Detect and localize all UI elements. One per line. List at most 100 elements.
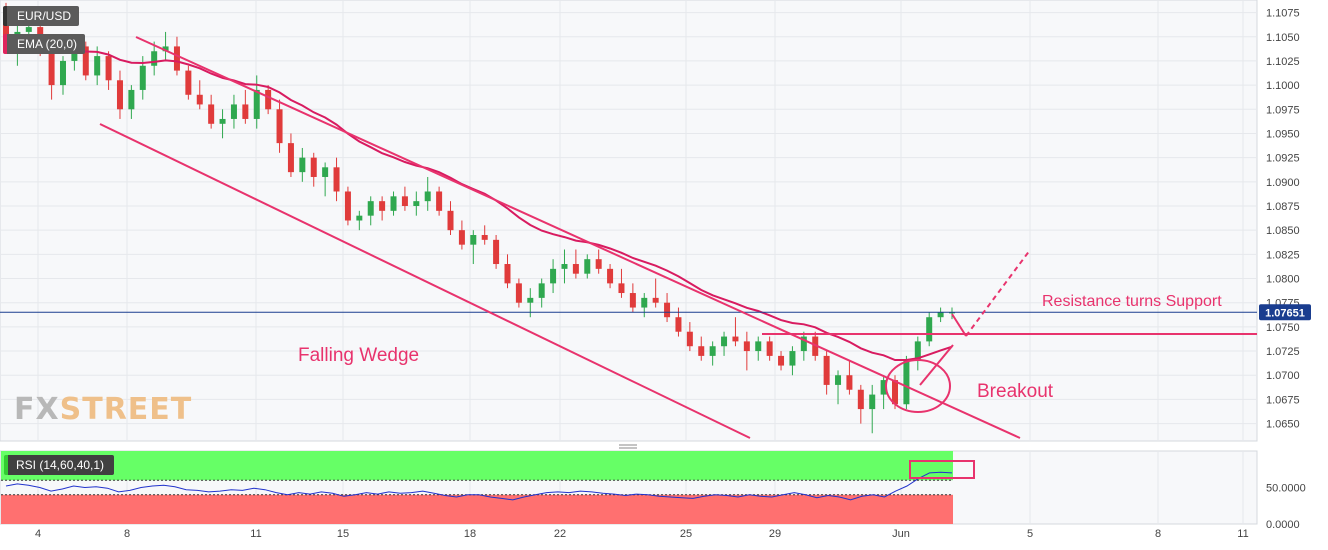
candle-body bbox=[493, 239, 500, 265]
candle-body bbox=[265, 89, 272, 110]
candle-body bbox=[333, 167, 340, 192]
candle-body bbox=[287, 143, 294, 173]
candle-body bbox=[25, 27, 32, 32]
rsi-overbought-zone bbox=[1, 451, 953, 481]
breakout-arrow bbox=[919, 344, 954, 386]
candle-body bbox=[390, 196, 397, 211]
y-tick-label: 1.0675 bbox=[1266, 394, 1300, 406]
x-tick-label: 18 bbox=[464, 528, 476, 540]
candle-body bbox=[48, 51, 55, 86]
candle-body bbox=[230, 104, 237, 119]
x-tick-label: 22 bbox=[554, 528, 566, 540]
x-tick-label: 15 bbox=[337, 528, 349, 540]
y-tick-label: 1.0975 bbox=[1266, 104, 1300, 116]
y-tick-label: 1.1075 bbox=[1266, 8, 1300, 20]
candle-body bbox=[515, 283, 522, 303]
candle-body bbox=[413, 201, 420, 206]
x-tick-label: 8 bbox=[124, 528, 130, 540]
candle-body bbox=[778, 355, 785, 366]
candle-body bbox=[116, 80, 123, 110]
y-tick-label: 1.1000 bbox=[1266, 80, 1300, 92]
annotation-label: Resistance turns Support bbox=[1042, 293, 1222, 310]
y-tick-label: 1.1050 bbox=[1266, 32, 1300, 44]
candle-body bbox=[322, 167, 329, 177]
candle-body bbox=[914, 341, 921, 361]
candle-body bbox=[903, 360, 910, 405]
candle-body bbox=[185, 70, 192, 95]
rsi-y-tick-label: 0.0000 bbox=[1266, 519, 1300, 531]
candle-body bbox=[949, 312, 955, 314]
candle-body bbox=[926, 317, 933, 342]
candle-body bbox=[664, 302, 671, 318]
candle-body bbox=[128, 89, 135, 110]
fxstreet-logo: FXSTREET bbox=[14, 392, 193, 427]
candle-body bbox=[937, 312, 944, 318]
breakout-circle bbox=[885, 359, 951, 413]
candle-body bbox=[652, 297, 659, 303]
y-tick-label: 1.0850 bbox=[1266, 225, 1300, 237]
candle-body bbox=[527, 297, 534, 303]
candle-body bbox=[344, 191, 351, 221]
candle-body bbox=[299, 157, 306, 173]
y-tick-label: 1.0900 bbox=[1266, 177, 1300, 189]
candle-body bbox=[561, 264, 568, 269]
y-tick-label: 1.0875 bbox=[1266, 201, 1300, 213]
candle-body bbox=[242, 104, 249, 119]
candle-body bbox=[173, 46, 180, 71]
candle-body bbox=[94, 56, 101, 76]
candle-body bbox=[310, 157, 317, 177]
candle-body bbox=[766, 341, 773, 356]
current-price-label: 1.07651 bbox=[1265, 307, 1305, 319]
candle-body bbox=[584, 259, 591, 274]
candle-body bbox=[857, 389, 864, 410]
candle-body bbox=[823, 355, 830, 385]
y-tick-label: 1.0925 bbox=[1266, 153, 1300, 165]
x-tick-label: 11 bbox=[1237, 528, 1248, 540]
candle-body bbox=[675, 317, 682, 332]
candle-body bbox=[800, 336, 807, 352]
candle-body bbox=[812, 336, 819, 356]
x-tick-label: Jun bbox=[892, 528, 910, 540]
candle-body bbox=[835, 375, 842, 385]
candle-body bbox=[139, 65, 146, 90]
y-tick-label: 1.0700 bbox=[1266, 370, 1300, 382]
rsi-y-tick-label: 50.0000 bbox=[1266, 483, 1306, 495]
candle-body bbox=[253, 89, 260, 119]
candle-body bbox=[424, 191, 431, 202]
ema-line bbox=[5, 42, 953, 361]
candle-body bbox=[789, 351, 796, 366]
y-tick-label: 1.1025 bbox=[1266, 56, 1300, 68]
candle-body bbox=[458, 230, 465, 245]
candle-body bbox=[572, 264, 579, 274]
wedge-lower-trendline bbox=[99, 123, 751, 439]
x-tick-label: 25 bbox=[680, 528, 692, 540]
candle-body bbox=[595, 259, 602, 269]
candle-body bbox=[709, 346, 716, 356]
candle-body bbox=[721, 336, 728, 347]
rsi-highlight-box bbox=[909, 460, 975, 479]
candle-body bbox=[436, 191, 443, 211]
candle-body bbox=[755, 341, 762, 352]
candle-body bbox=[151, 51, 158, 66]
candle-body bbox=[538, 283, 545, 298]
candle-body bbox=[607, 268, 614, 284]
candle-body bbox=[698, 346, 705, 356]
current-price-badge bbox=[1259, 304, 1311, 321]
annotation-label: Breakout bbox=[977, 381, 1054, 402]
candle-body bbox=[162, 46, 169, 52]
candle-body bbox=[869, 394, 876, 410]
x-tick-label: 8 bbox=[1155, 528, 1161, 540]
candle-body bbox=[447, 210, 454, 231]
pullback-line bbox=[951, 313, 967, 337]
y-tick-label: 1.0725 bbox=[1266, 346, 1300, 358]
candle-body bbox=[550, 268, 557, 284]
candle-body bbox=[743, 341, 750, 352]
candle-body bbox=[3, 17, 9, 47]
candle-body bbox=[629, 293, 636, 308]
candle-body bbox=[196, 94, 203, 105]
x-tick-label: 5 bbox=[1027, 528, 1033, 540]
rsi-oversold-zone bbox=[1, 494, 953, 524]
y-tick-label: 1.0800 bbox=[1266, 274, 1300, 286]
